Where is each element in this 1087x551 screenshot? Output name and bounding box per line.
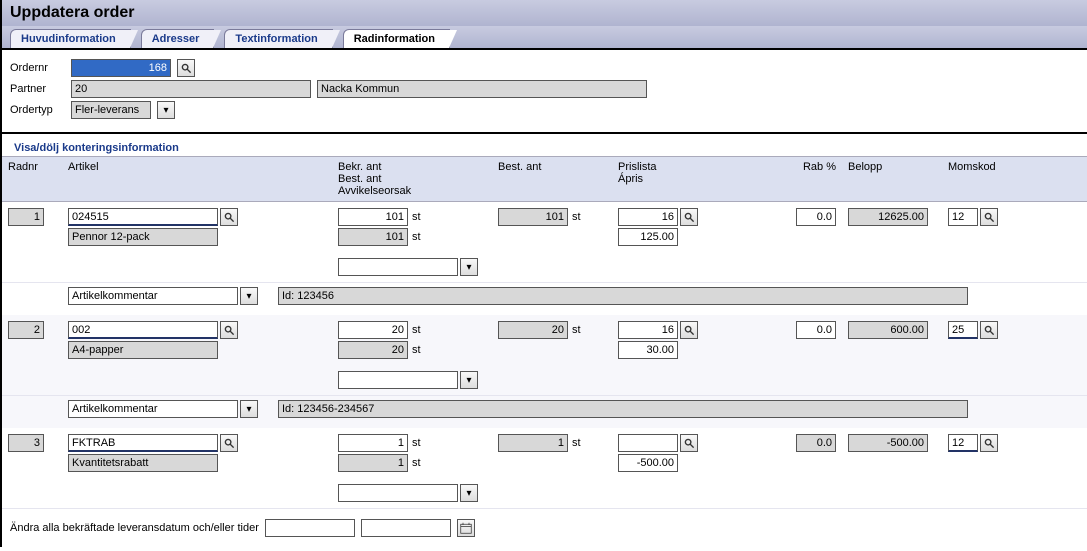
comment-row: ▾ — [2, 283, 1087, 315]
tab-huvudinformation[interactable]: Huvudinformation — [10, 29, 131, 48]
prislista-lookup-icon[interactable] — [680, 321, 698, 339]
col-prislista: Prislista Ápris — [612, 157, 762, 201]
avvikelse-dropdown-icon[interactable]: ▾ — [460, 371, 478, 389]
table-row: st st ▾ st — [2, 315, 1087, 396]
table-row: st st ▾ st — [2, 428, 1087, 509]
bekr-ant-input[interactable] — [338, 208, 408, 226]
artikel-lookup-icon[interactable] — [220, 208, 238, 226]
ordertyp-dropdown-icon[interactable]: ▾ — [157, 101, 175, 119]
momskod-input[interactable] — [948, 434, 978, 452]
rab-input[interactable] — [796, 434, 836, 452]
col-belopp: Belopp — [842, 157, 942, 201]
apris-input[interactable] — [618, 454, 678, 472]
ordernr-lookup-icon[interactable] — [177, 59, 195, 77]
calendar-icon[interactable] — [457, 519, 475, 537]
apris-input[interactable] — [618, 341, 678, 359]
belopp-display — [848, 434, 928, 452]
artikel-code-input[interactable] — [68, 434, 218, 452]
best-ant-ro — [338, 341, 408, 359]
artikel-name — [68, 228, 218, 246]
rab-input[interactable] — [796, 208, 836, 226]
prislista-lookup-icon[interactable] — [680, 208, 698, 226]
ordertyp-label: Ordertyp — [10, 104, 65, 116]
kommentar-dropdown-icon[interactable]: ▾ — [240, 400, 258, 418]
unit-label: st — [412, 437, 421, 449]
kommentar-text[interactable] — [278, 400, 968, 418]
bekr-ant-input[interactable] — [338, 434, 408, 452]
col-best: Best. ant — [492, 157, 612, 201]
belopp-display — [848, 321, 928, 339]
artikel-code-input[interactable] — [68, 321, 218, 339]
row-nr[interactable] — [8, 208, 44, 226]
row-nr[interactable] — [8, 321, 44, 339]
partner-code-input[interactable] — [71, 80, 311, 98]
footer-date-input[interactable] — [265, 519, 355, 537]
artikelkommentar-select[interactable] — [68, 400, 238, 418]
unit-label: st — [412, 324, 421, 336]
prislista-input[interactable] — [618, 321, 678, 339]
unit-label: st — [412, 344, 421, 356]
artikel-lookup-icon[interactable] — [220, 321, 238, 339]
belopp-display — [848, 208, 928, 226]
avvikelse-dropdown-icon[interactable]: ▾ — [460, 484, 478, 502]
artikel-lookup-icon[interactable] — [220, 434, 238, 452]
prislista-lookup-icon[interactable] — [680, 434, 698, 452]
avvikelse-input[interactable] — [338, 484, 458, 502]
unit-label: st — [412, 211, 421, 223]
table-row: st st ▾ st — [2, 202, 1087, 283]
toggle-kontering-link[interactable]: Visa/dölj konteringsinformation — [10, 140, 183, 156]
momskod-input[interactable] — [948, 321, 978, 339]
artikel-code-input[interactable] — [68, 208, 218, 226]
avvikelse-dropdown-icon[interactable]: ▾ — [460, 258, 478, 276]
unit-label: st — [572, 211, 581, 223]
row-nr[interactable] — [8, 434, 44, 452]
ordernr-label: Ordernr — [10, 62, 65, 74]
col-radnr: Radnr — [2, 157, 62, 201]
unit-label: st — [412, 457, 421, 469]
col-momskod: Momskod — [942, 157, 1087, 201]
best-ant-display — [498, 321, 568, 339]
col-bekr: Bekr. ant Best. ant Avvikelseorsak — [332, 157, 492, 201]
bekr-ant-input[interactable] — [338, 321, 408, 339]
kommentar-dropdown-icon[interactable]: ▾ — [240, 287, 258, 305]
prislista-input[interactable] — [618, 208, 678, 226]
unit-label: st — [572, 437, 581, 449]
best-ant-ro — [338, 454, 408, 472]
avvikelse-input[interactable] — [338, 258, 458, 276]
unit-label: st — [572, 324, 581, 336]
avvikelse-input[interactable] — [338, 371, 458, 389]
best-ant-ro — [338, 228, 408, 246]
tab-adresser[interactable]: Adresser — [141, 29, 215, 48]
col-artikel: Artikel — [62, 157, 332, 201]
footer-time-input[interactable] — [361, 519, 451, 537]
kommentar-text[interactable] — [278, 287, 968, 305]
rab-input[interactable] — [796, 321, 836, 339]
partner-name-input — [317, 80, 647, 98]
momskod-lookup-icon[interactable] — [980, 208, 998, 226]
partner-label: Partner — [10, 83, 65, 95]
footer-label: Ändra alla bekräftade leveransdatum och/… — [10, 522, 259, 534]
momskod-lookup-icon[interactable] — [980, 321, 998, 339]
artikel-name — [68, 341, 218, 359]
ordertyp-select[interactable] — [71, 101, 151, 119]
unit-label: st — [412, 231, 421, 243]
best-ant-display — [498, 434, 568, 452]
comment-row: ▾ — [2, 396, 1087, 428]
prislista-input[interactable] — [618, 434, 678, 452]
tab-strip: Huvudinformation Adresser Textinformatio… — [2, 26, 1087, 50]
momskod-lookup-icon[interactable] — [980, 434, 998, 452]
artikelkommentar-select[interactable] — [68, 287, 238, 305]
col-rab: Rab % — [762, 157, 842, 201]
apris-input[interactable] — [618, 228, 678, 246]
best-ant-display — [498, 208, 568, 226]
ordernr-input[interactable] — [71, 59, 171, 77]
artikel-name — [68, 454, 218, 472]
page-title: Uppdatera order — [2, 0, 1087, 26]
momskod-input[interactable] — [948, 208, 978, 226]
tab-radinformation[interactable]: Radinformation — [343, 29, 450, 48]
grid-header: Radnr Artikel Bekr. ant Best. ant Avvike… — [2, 156, 1087, 202]
tab-textinformation[interactable]: Textinformation — [224, 29, 332, 48]
